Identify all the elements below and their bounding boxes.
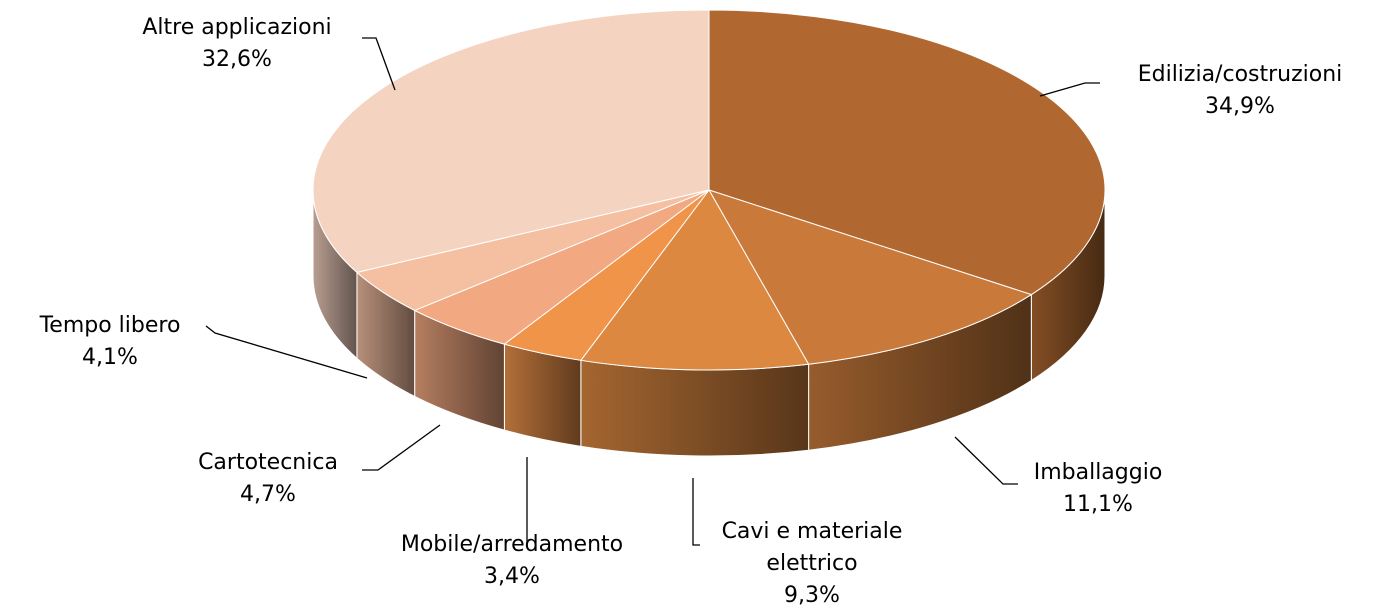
pie-sides (312, 189, 1106, 457)
leader-line (362, 37, 396, 91)
category-label: Cavi e materiale elettrico (721, 519, 903, 576)
value-label: 11,1% (1063, 492, 1133, 517)
pie-slice (579, 189, 810, 371)
value-label: 34,9% (1205, 94, 1275, 119)
value-label: 3,4% (484, 564, 540, 589)
leader-lines (205, 37, 1100, 546)
category-label: Altre applicazioni (142, 15, 332, 40)
leader-line (362, 424, 441, 471)
value-label: 4,1% (82, 345, 138, 370)
pie-slice (708, 9, 1106, 296)
slice-label: Tempo libero 4,1% (40, 310, 181, 374)
value-label: 4,7% (240, 482, 296, 507)
pie-tops (312, 9, 1106, 371)
slice-label: Cavi e materiale elettrico 9,3% (697, 516, 927, 612)
category-label: Mobile/arredamento (400, 532, 624, 557)
category-label: Edilizia/costruzioni (1137, 62, 1343, 87)
leader-line (205, 325, 368, 379)
slice-label: Mobile/arredamento 3,4% (401, 529, 623, 593)
value-label: 32,6% (202, 47, 272, 72)
slice-label: Imballaggio 11,1% (1034, 457, 1163, 521)
pie-slice (312, 9, 710, 273)
leader-line (1039, 82, 1100, 97)
category-label: Cartotecnica (198, 450, 338, 475)
category-label: Tempo libero (39, 313, 181, 338)
value-label: 9,3% (784, 583, 840, 608)
category-label: Imballaggio (1033, 460, 1163, 485)
pie-side (503, 343, 582, 447)
pie-side (580, 359, 810, 457)
slice-label: Edilizia/costruzioni 34,9% (1138, 59, 1343, 123)
slice-label: Altre applicazioni 32,6% (142, 12, 331, 76)
leader-line (954, 436, 1018, 485)
leader-line (692, 478, 700, 546)
slice-label: Cartotecnica 4,7% (198, 447, 338, 511)
pie-slice (707, 189, 1033, 365)
